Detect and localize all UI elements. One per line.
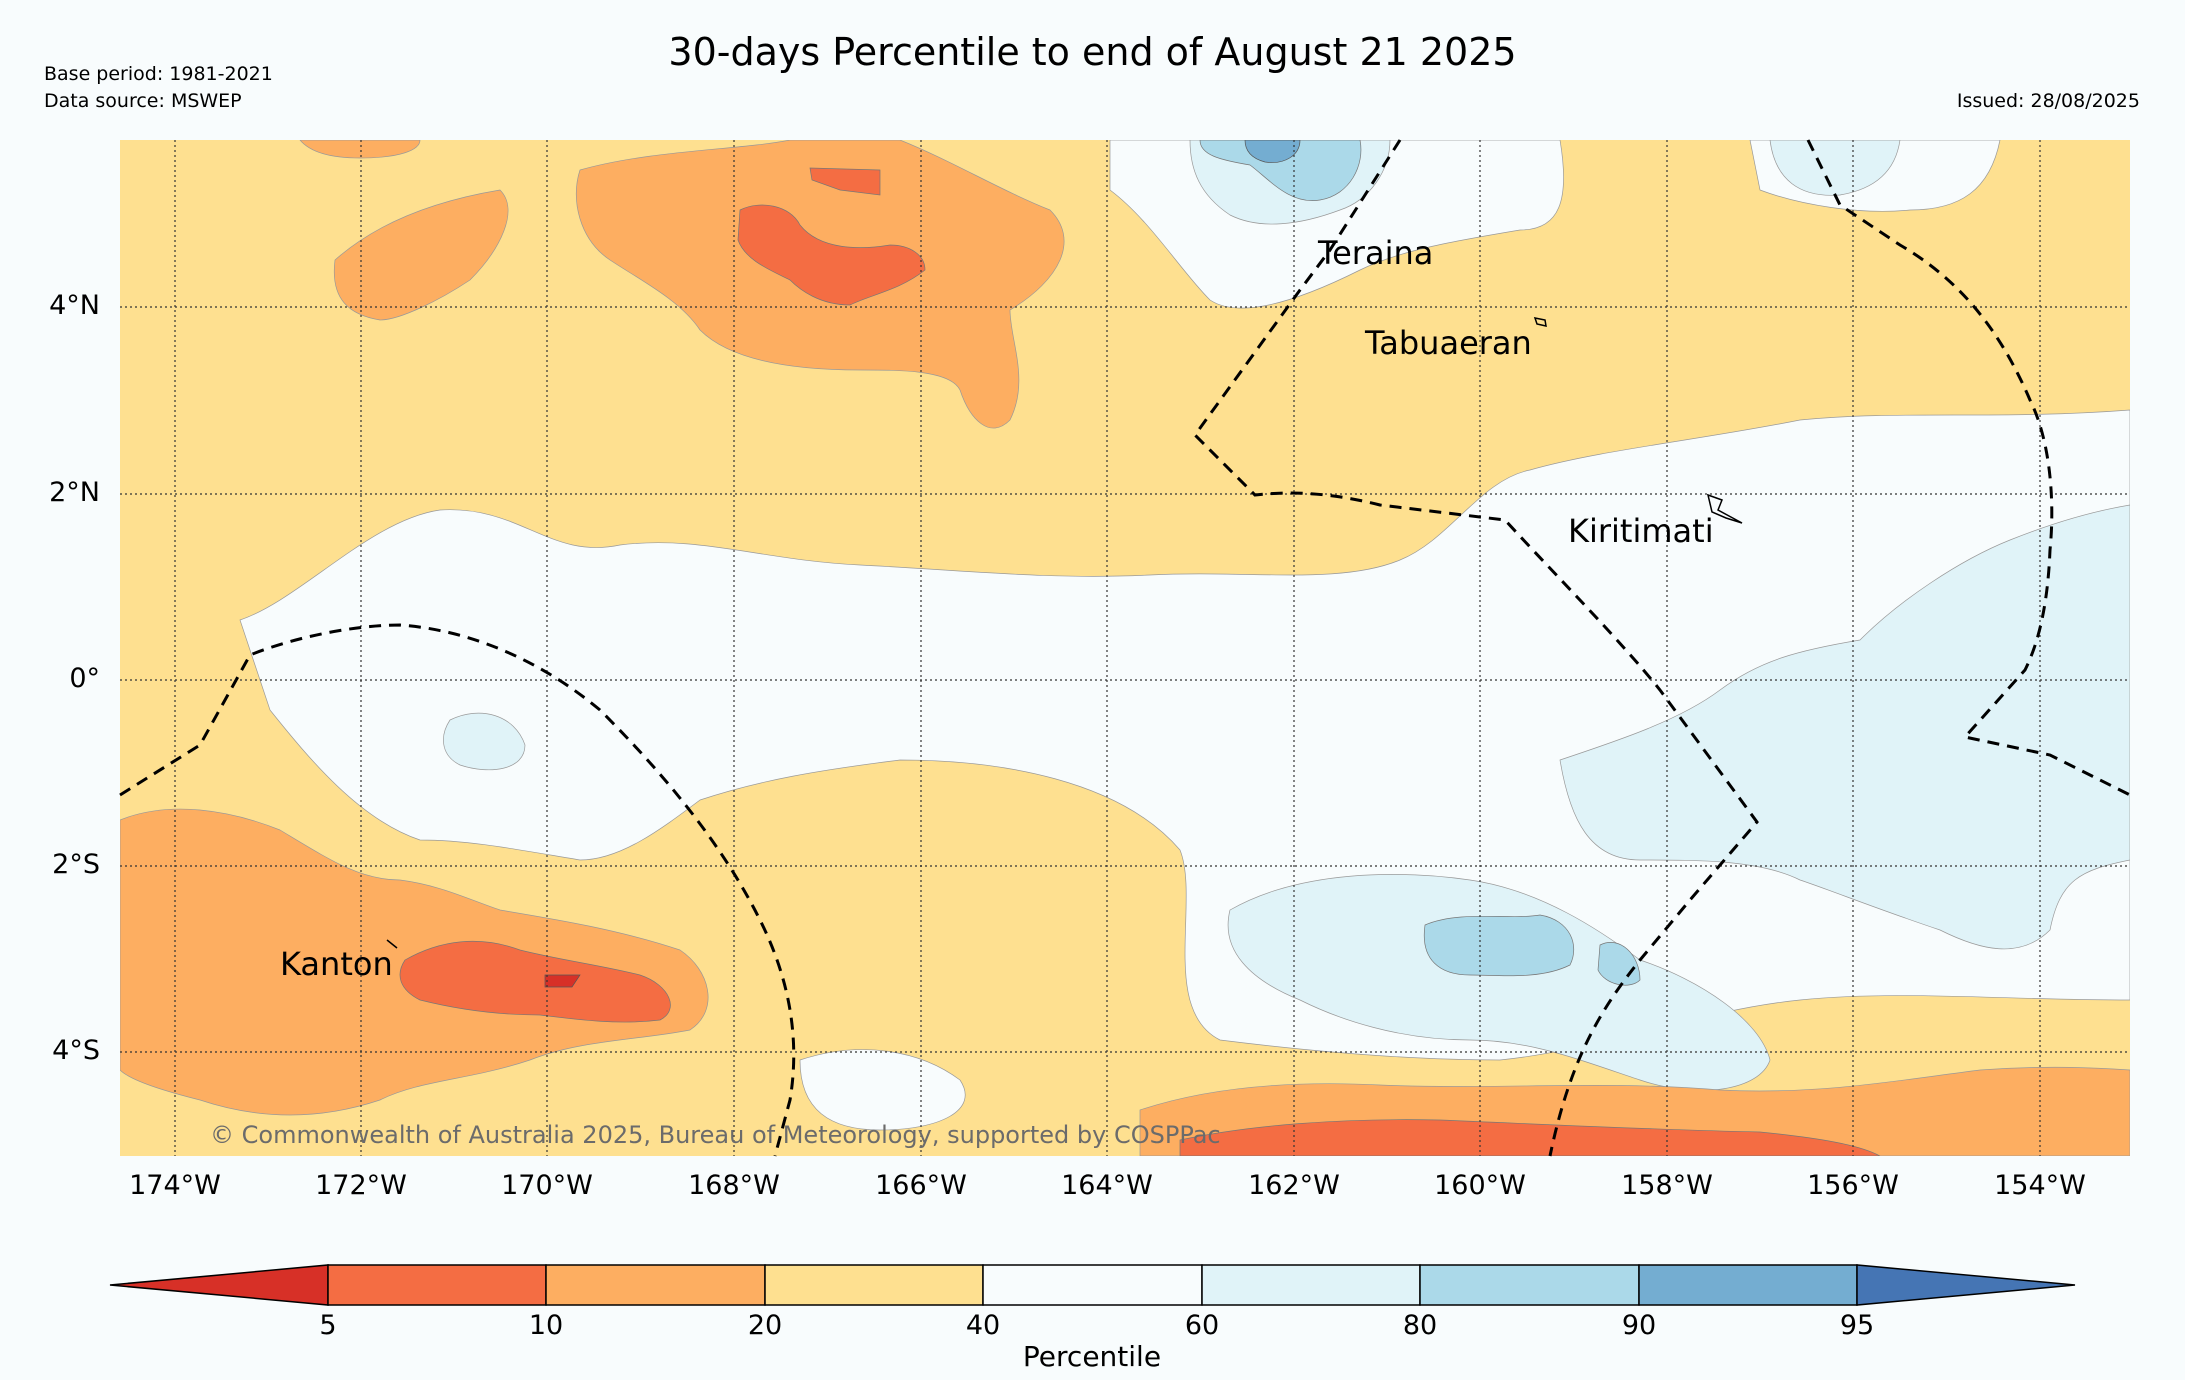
colorbar-tick: 10 <box>528 1310 564 1341</box>
percentile-field <box>120 140 2130 1156</box>
graticule <box>120 140 2130 1156</box>
colorbar-below-5 <box>109 1264 329 1306</box>
zone-80-90-north <box>1199 140 1362 201</box>
colorbar-5-10 <box>327 1264 547 1306</box>
zone-10-20-top <box>299 140 421 159</box>
lon-label: 162°W <box>1248 1170 1340 1201</box>
colorbar-80-90 <box>1419 1264 1640 1306</box>
kiritimati-island <box>1706 493 1743 524</box>
zone-60-80-ne <box>1769 140 1901 196</box>
eez-boundaries <box>119 139 2131 1157</box>
place-label-teraina: Teraina <box>1318 234 1434 272</box>
lon-label: 174°W <box>129 1170 221 1201</box>
colorbar-20-40 <box>764 1264 984 1306</box>
lon-label: 158°W <box>1621 1170 1713 1201</box>
colorbar-tick: 60 <box>1184 1310 1220 1341</box>
lat-label: 4°N <box>49 290 100 321</box>
colorbar-40-60 <box>982 1264 1203 1306</box>
colorbar-title: Percentile <box>1022 1340 1162 1373</box>
meta-info: Base period: 1981-2021 Data source: MSWE… <box>44 61 273 115</box>
base-period-text: Base period: 1981-2021 <box>44 63 273 85</box>
zone-5-10-se <box>1179 1119 1881 1156</box>
colorbar-tick: 5 <box>319 1310 337 1341</box>
tabuaeran-island <box>1533 317 1547 327</box>
data-source-text: Data source: MSWEP <box>44 90 242 112</box>
colorbar-tick: 20 <box>747 1310 783 1341</box>
zone-80-90-south <box>1423 914 1575 977</box>
colorbar-10-20 <box>545 1264 766 1306</box>
lat-label: 2°N <box>49 477 100 508</box>
island-outlines <box>386 317 1743 949</box>
zone-40-60-lower <box>799 1049 966 1131</box>
colorbar-tick: 80 <box>1402 1310 1438 1341</box>
zone-5-10-north <box>737 204 926 306</box>
zone-90-95 <box>1244 140 1301 163</box>
colorbar-tick: 40 <box>965 1310 1001 1341</box>
lon-label: 168°W <box>688 1170 780 1201</box>
lat-label: 0° <box>69 663 100 694</box>
lon-label: 160°W <box>1434 1170 1526 1201</box>
colorbar-tick: 90 <box>1621 1310 1657 1341</box>
lon-label: 156°W <box>1807 1170 1899 1201</box>
copyright-notice: © Commonwealth of Australia 2025, Bureau… <box>210 1121 1221 1149</box>
lon-label: 172°W <box>315 1170 407 1201</box>
colorbar-above-95 <box>1856 1264 2076 1306</box>
map-title: 30-days Percentile to end of August 21 2… <box>668 30 1517 74</box>
zone-below-5 <box>544 974 581 988</box>
place-label-tabuaeran: Tabuaeran <box>1365 324 1532 362</box>
lon-label: 154°W <box>1994 1170 2086 1201</box>
lon-label: 166°W <box>875 1170 967 1201</box>
zone-60-80-west <box>443 712 526 771</box>
issued-date: Issued: 28/08/2025 <box>1956 90 2140 112</box>
zone-60-80-east <box>1559 504 2130 950</box>
zone-40-60-central <box>239 409 2130 1061</box>
colorbar-90-95 <box>1638 1264 1858 1306</box>
zone-10-20-nw2 <box>333 189 509 321</box>
lon-label: 170°W <box>501 1170 593 1201</box>
zone-5-10-north2 <box>809 167 881 196</box>
lon-label: 164°W <box>1061 1170 1153 1201</box>
zone-60-80-south <box>1227 874 1771 1091</box>
colorbar-60-80 <box>1201 1264 1421 1306</box>
place-label-kanton: Kanton <box>280 945 393 983</box>
lat-label: 4°S <box>52 1035 100 1066</box>
lat-label: 2°S <box>52 849 100 880</box>
zone-5-10-sw <box>399 940 671 1023</box>
colorbar-tick: 95 <box>1839 1310 1875 1341</box>
kanton-island <box>386 939 398 949</box>
place-label-kiritimati: Kiritimati <box>1568 512 1714 550</box>
